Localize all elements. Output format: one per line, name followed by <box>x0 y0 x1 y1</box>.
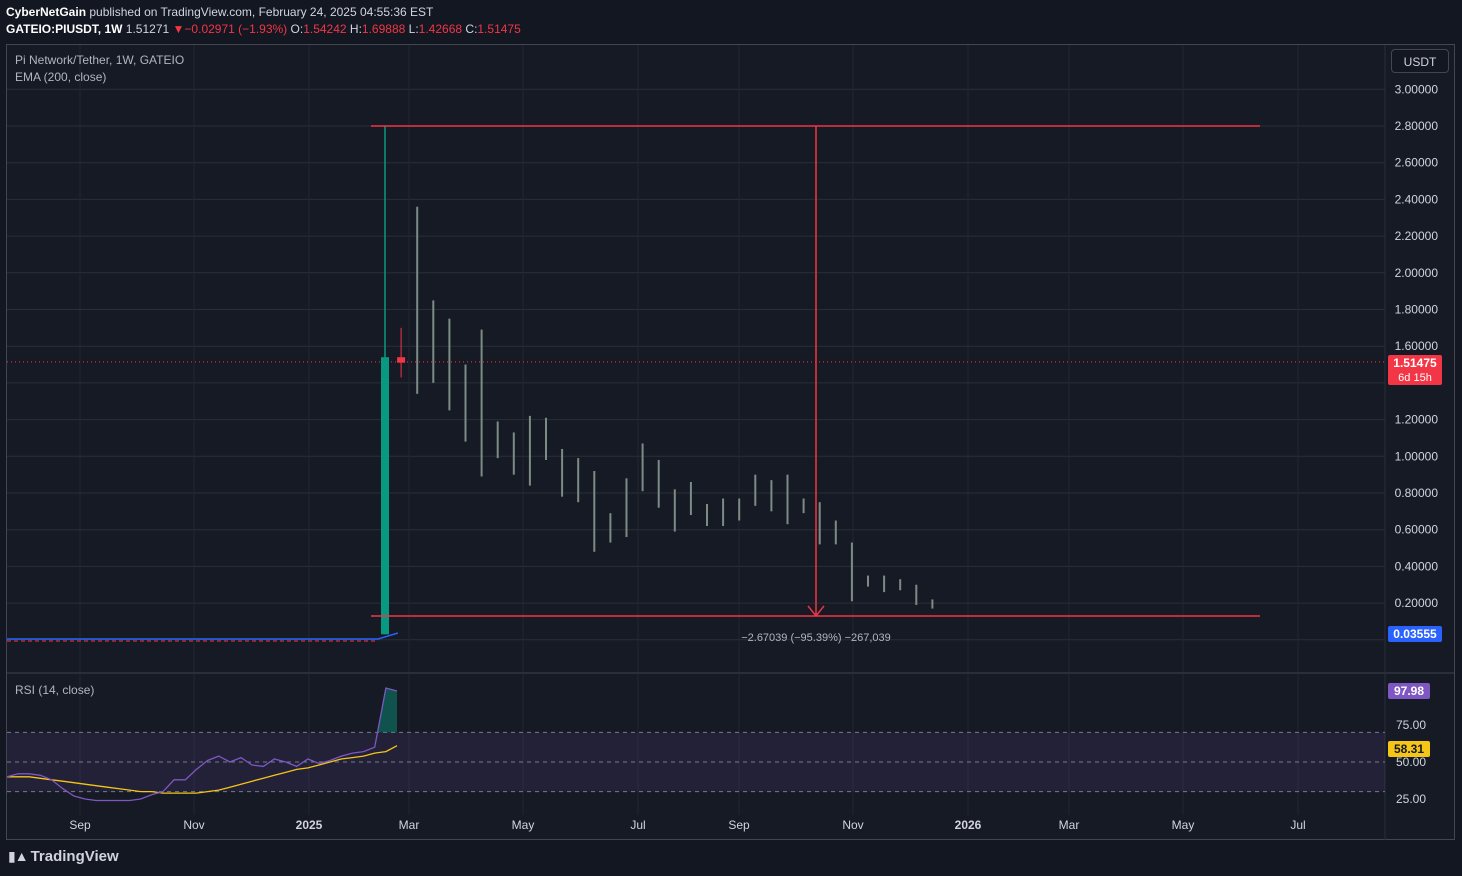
time-tick-label: 2025 <box>296 818 323 832</box>
close-label: C: <box>465 22 478 36</box>
rsi-value: 97.98 <box>1394 684 1424 698</box>
author-name[interactable]: CyberNetGain <box>6 5 87 19</box>
price-tick-label: 2.60000 <box>1395 156 1439 170</box>
low-label: L: <box>408 22 419 36</box>
open-label: O: <box>290 22 304 36</box>
publish-info: CyberNetGain published on TradingView.co… <box>6 5 433 19</box>
candle-body <box>397 357 406 363</box>
chart-frame[interactable] <box>6 44 1455 840</box>
candles <box>381 126 934 635</box>
measure-arrow-head <box>807 605 825 618</box>
time-tick-label: Jul <box>630 818 645 832</box>
current-price-value: 1.51475 <box>1393 356 1437 370</box>
price-tick-label: 0.40000 <box>1395 559 1439 573</box>
time-axis: Sep Nov 2025 Mar May Jul Sep Nov 2026 Mar May Jul <box>69 818 1305 832</box>
rsi-legend[interactable]: RSI (14, close) <box>15 683 95 697</box>
ema-line <box>7 632 399 642</box>
current-price-tag <box>1388 355 1442 385</box>
price-tick-label: 1.20000 <box>1395 413 1439 427</box>
time-tick-label: Jul <box>1290 818 1305 832</box>
price-tick-label: 1.00000 <box>1395 449 1439 463</box>
time-tick-label: Mar <box>399 818 420 832</box>
close-value: 1.51475 <box>477 22 521 36</box>
price-tick-label: 0.20000 <box>1395 596 1439 610</box>
rsi-overbought-fill <box>377 688 397 733</box>
measure-tool: −2.67039 (−95.39%) −267,039 <box>371 125 1260 644</box>
ohlc-row: GATEIO:PIUSDT, 1W 1.51271 ▼−0.02971 (−1.… <box>6 22 521 36</box>
candle-body <box>381 357 389 635</box>
rsi-pane <box>6 687 1385 802</box>
price-axis: 3.00000 2.80000 2.60000 2.40000 2.20000 2.000… <box>1388 82 1442 806</box>
ema-line-tail <box>377 632 399 640</box>
last-price: 1.51271 <box>125 22 170 36</box>
time-tick-label: Nov <box>183 818 204 832</box>
down-triangle-icon: ▼ <box>172 22 185 36</box>
currency-button[interactable]: USDT <box>1391 49 1449 73</box>
rsi-tick-label: 50.00 <box>1396 755 1426 769</box>
publish-text: published on TradingView.com, February 2… <box>86 5 434 19</box>
price-tick-label: 0.60000 <box>1395 523 1439 537</box>
rsi-tick-label: 75.00 <box>1396 718 1426 732</box>
countdown-value: 6d 15h <box>1398 372 1432 384</box>
rsi-ma-line <box>7 745 398 794</box>
tradingview-logo[interactable]: ▮▲ TradingView <box>8 848 119 865</box>
time-tick-label: May <box>512 818 535 832</box>
high-label: H: <box>349 22 362 36</box>
time-tick-label: Nov <box>842 818 863 832</box>
price-tick-label: 2.20000 <box>1395 229 1439 243</box>
time-tick-label: Sep <box>728 818 750 832</box>
price-change: −0.02971 (−1.93%) <box>184 22 288 36</box>
ema-value-tag <box>1388 626 1442 642</box>
grid-lines <box>7 45 1454 840</box>
time-tick-label: 2026 <box>955 818 982 832</box>
rsi-ma-value: 58.31 <box>1394 742 1424 756</box>
price-tick-label: 0.80000 <box>1395 486 1439 500</box>
ema-legend[interactable]: EMA (200, close) <box>15 70 107 84</box>
chart-title[interactable]: Pi Network/Tether, 1W, GATEIO <box>15 53 185 67</box>
price-tick-label: 2.80000 <box>1395 119 1439 133</box>
high-value: 1.69888 <box>361 22 406 36</box>
rsi-line <box>6 687 398 802</box>
rsi-value-tag <box>1388 683 1430 699</box>
open-value: 1.54242 <box>303 22 347 36</box>
tradingview-logo-icon: ▮▲ <box>8 848 29 864</box>
time-tick-label: Sep <box>69 818 91 832</box>
price-tick-label: 1.80000 <box>1395 303 1439 317</box>
price-tick-label: 3.00000 <box>1395 82 1439 96</box>
ema-value: 0.03555 <box>1393 627 1437 641</box>
symbol-label: GATEIO:PIUSDT, 1W <box>6 22 123 36</box>
rsi-ma-value-tag <box>1388 741 1430 757</box>
price-tick-label: 1.60000 <box>1395 339 1439 353</box>
brand-name: TradingView <box>30 848 119 865</box>
time-tick-label: Mar <box>1059 818 1080 832</box>
price-tick-label: 2.40000 <box>1395 192 1439 206</box>
measure-label: −2.67039 (−95.39%) −267,039 <box>741 632 891 644</box>
time-tick-label: May <box>1172 818 1195 832</box>
low-value: 1.42668 <box>418 22 463 36</box>
rsi-tick-label: 25.00 <box>1396 792 1426 806</box>
price-tick-label: 2.00000 <box>1395 266 1439 280</box>
